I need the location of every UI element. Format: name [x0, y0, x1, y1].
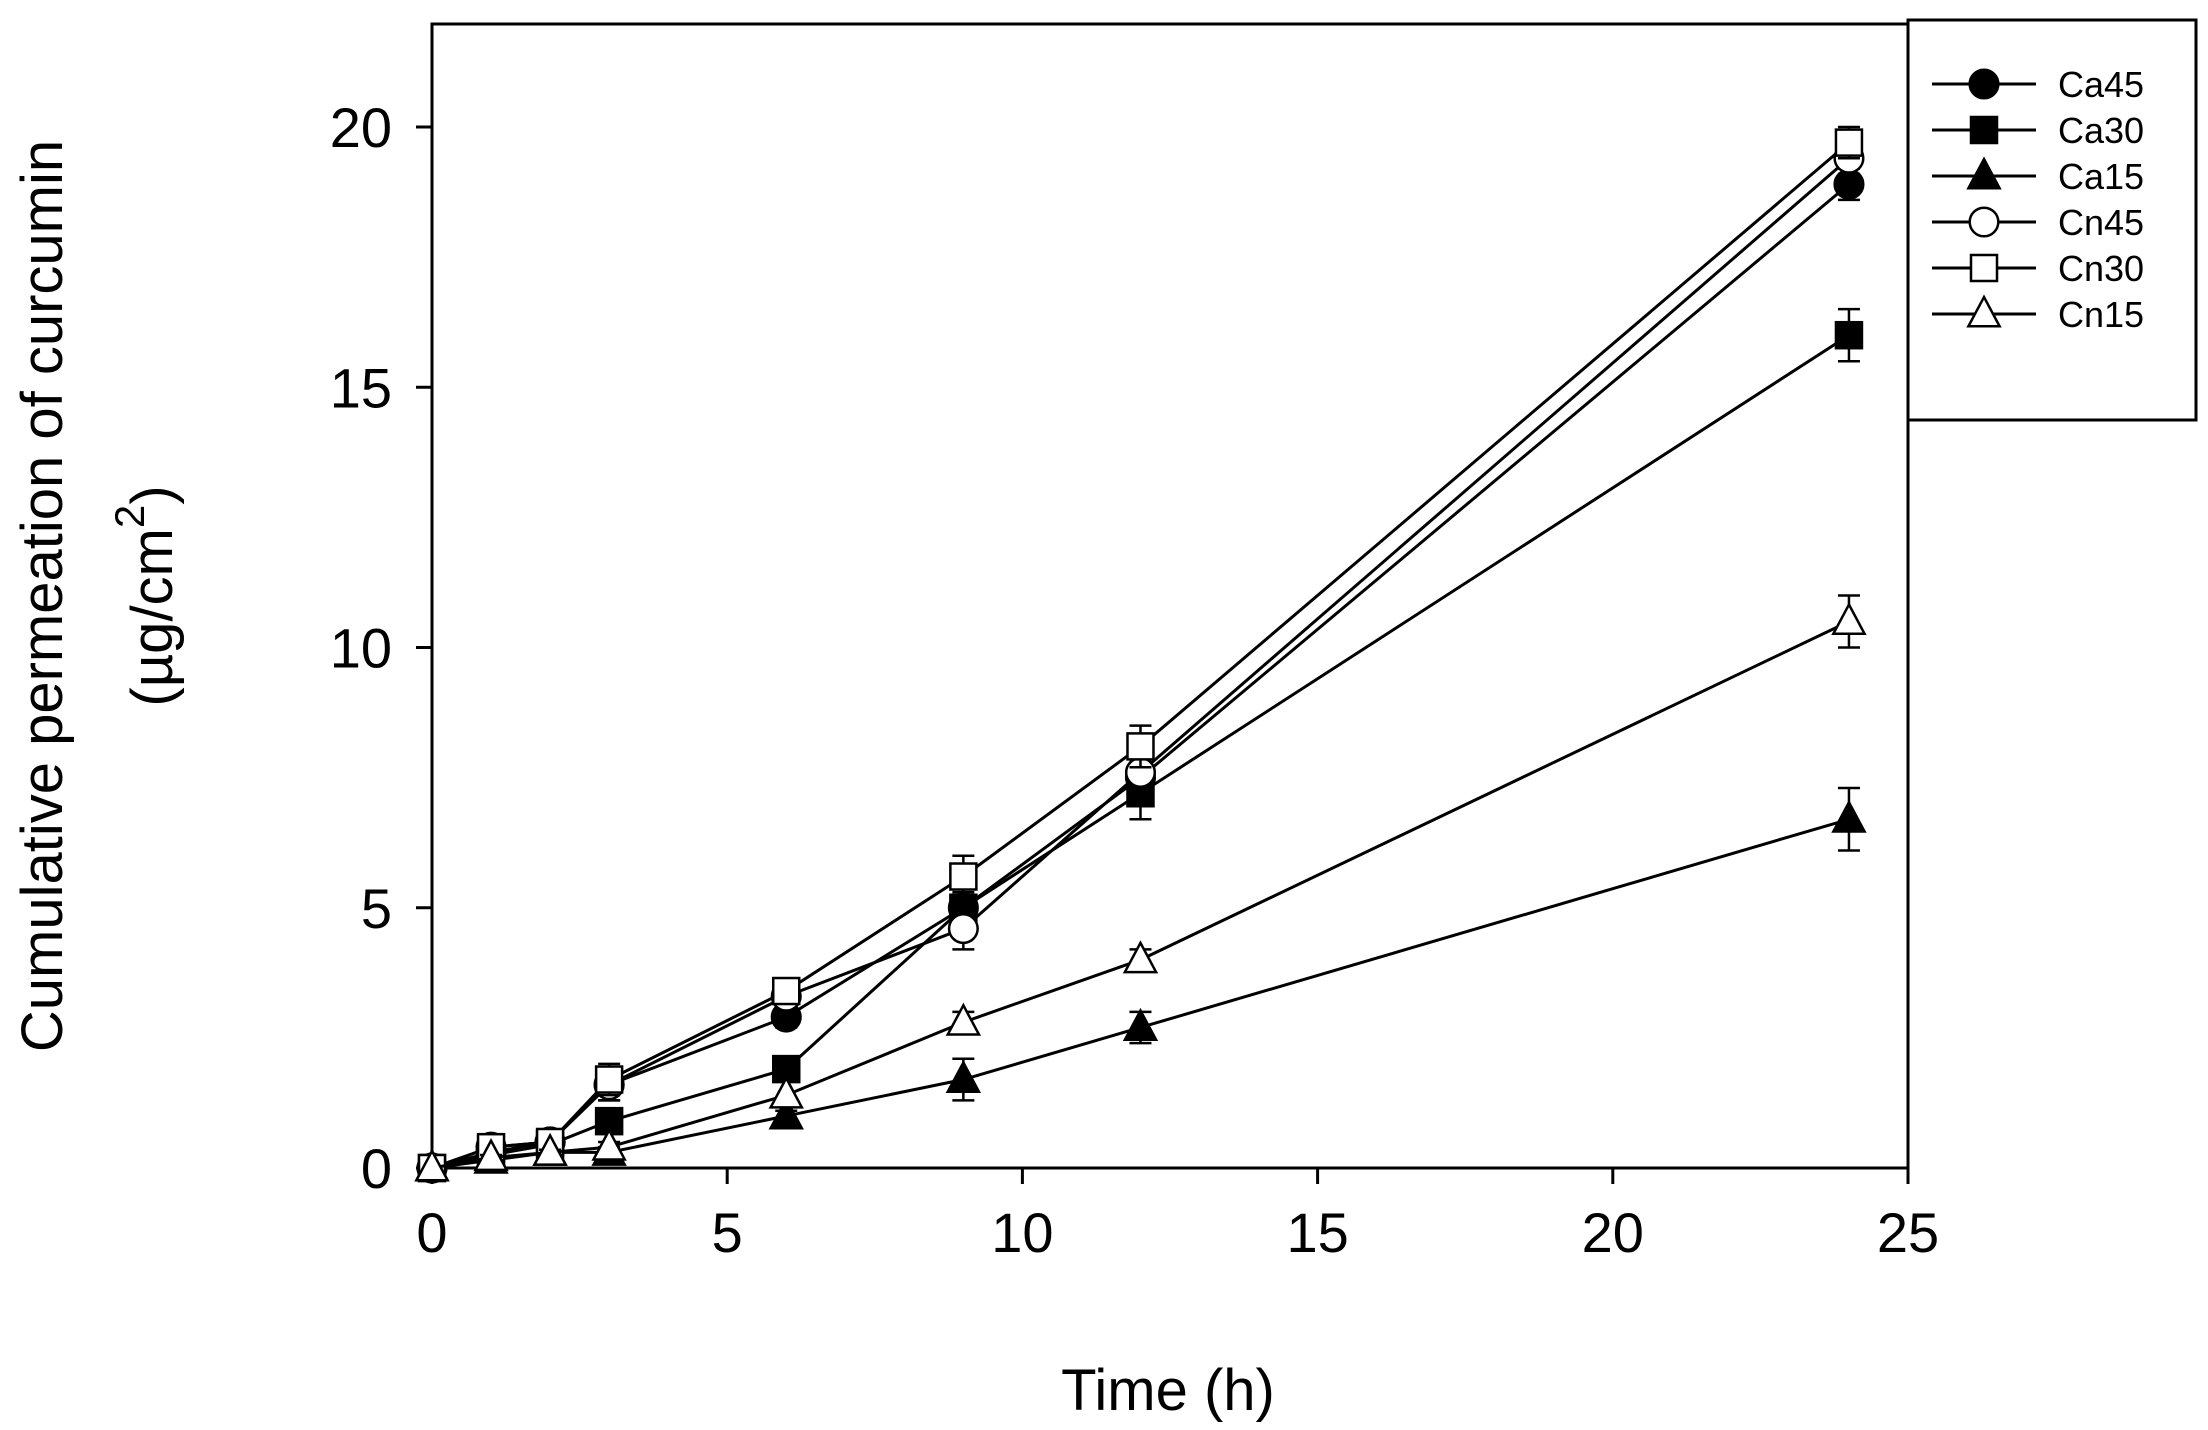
series-layer: [414, 125, 1867, 1184]
data-point-Cn30-5: [949, 862, 978, 891]
y-tick-label-1: 5: [361, 877, 392, 940]
y-tick-label-0: 0: [361, 1137, 392, 1200]
data-point-Cn30-7: [1834, 128, 1864, 157]
y-axis: 0 5 10 15 20: [330, 96, 432, 1200]
data-point-Cn15-5: [945, 1002, 982, 1036]
legend-label-Ca45: Ca45: [2058, 64, 2144, 105]
data-point-Cn15-7: [1831, 601, 1867, 636]
data-point-Cn15-2: [532, 1132, 568, 1166]
legend-marker-Ca30: [1969, 115, 1999, 145]
x-tick-label-1: 5: [712, 1201, 743, 1264]
legend-item-Ca30: Ca30: [1932, 110, 2144, 151]
y-tick-label-4: 20: [330, 96, 392, 159]
y-tick-label-3: 15: [330, 356, 392, 419]
plot-area-frame: [430, 22, 1910, 1170]
x-tick-label-4: 20: [1582, 1201, 1644, 1264]
data-point-Ca15-4: [768, 1096, 804, 1130]
data-point-Ca15-7: [1831, 799, 1867, 833]
legend-frame: [1906, 18, 2198, 422]
legend-marker-Cn15: [1966, 294, 2002, 328]
data-point-Cn15-4: [768, 1075, 804, 1109]
legend-label-Cn15: Cn15: [2058, 294, 2144, 335]
legend-marker-Ca45: [1968, 68, 2000, 100]
legend: Ca45 Ca30 Ca15 Cn45 Cn30 Cn15: [1906, 18, 2198, 422]
y-units-open: (: [120, 687, 185, 706]
data-point-Cn30-6: [1126, 732, 1155, 761]
legend-label-Ca15: Ca15: [2058, 156, 2144, 197]
legend-marker-Cn45: [1968, 206, 2000, 238]
x-tick-label-2: 10: [991, 1201, 1053, 1264]
legend-item-Ca15: Ca15: [1932, 156, 2144, 197]
data-point-Cn15-3: [591, 1127, 627, 1161]
x-tick-label-5: 25: [1877, 1201, 1939, 1264]
data-point-Ca15-6: [1122, 1007, 1159, 1041]
series-Cn15: [414, 594, 1867, 1182]
y-units-superscript: 2: [106, 505, 153, 528]
legend-item-Cn45: Cn45: [1932, 202, 2144, 243]
data-point-Cn15-6: [1122, 940, 1159, 974]
legend-label-Ca30: Ca30: [2058, 110, 2144, 151]
x-axis: 0 5 10 15 20 25: [416, 1168, 1939, 1264]
x-axis-title: Time (h): [1061, 1358, 1275, 1423]
data-point-Ca15-5: [945, 1059, 982, 1094]
legend-item-Ca45: Ca45: [1932, 64, 2144, 105]
y-units-close: ): [120, 485, 185, 504]
x-tick-label-3: 15: [1286, 1201, 1348, 1264]
legend-marker-Ca15: [1966, 156, 2002, 190]
legend-label-Cn45: Cn45: [2058, 202, 2144, 243]
legend-label-Cn30: Cn30: [2058, 248, 2144, 289]
data-point-Cn45-5: [947, 913, 979, 945]
x-tick-label-0: 0: [416, 1201, 447, 1264]
data-point-Cn15-0: [414, 1148, 450, 1182]
y-axis-title-units: (µg/cm2): [106, 485, 185, 706]
data-point-Cn30-3: [594, 1065, 624, 1094]
legend-item-Cn15: Cn15: [1932, 294, 2144, 335]
data-point-Ca30-7: [1834, 320, 1864, 350]
data-point-Cn30-4: [771, 976, 801, 1006]
y-units-mu: µ: [120, 654, 185, 687]
data-point-Cn15-1: [473, 1138, 509, 1172]
y-axis-title: Cumulative permeation of curcumin: [10, 140, 75, 1052]
y-units-body: g/cm: [120, 528, 185, 654]
legend-item-Cn30: Cn30: [1932, 248, 2144, 289]
y-tick-label-2: 10: [330, 617, 392, 680]
legend-marker-Cn30: [1969, 253, 1999, 283]
